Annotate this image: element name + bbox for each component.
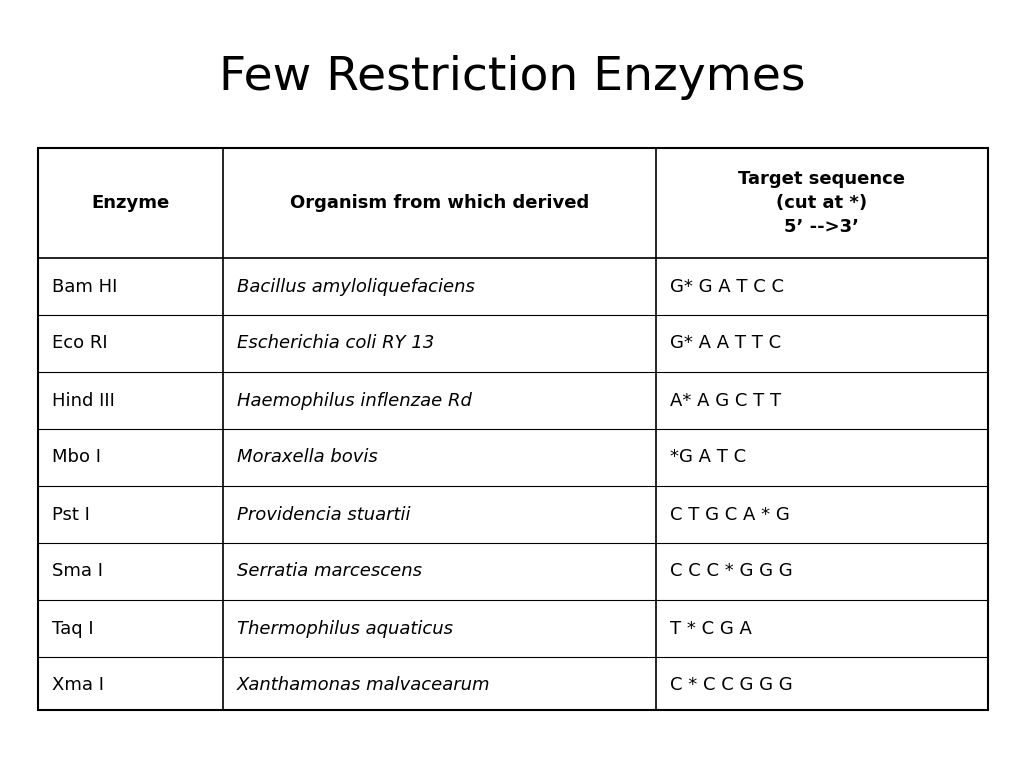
Text: Providencia stuartii: Providencia stuartii: [238, 505, 411, 524]
Text: Xma I: Xma I: [52, 677, 104, 694]
Text: Serratia marcescens: Serratia marcescens: [238, 562, 422, 581]
Text: Thermophilus aquaticus: Thermophilus aquaticus: [238, 620, 454, 637]
Text: Bam HI: Bam HI: [52, 277, 118, 296]
Text: Enzyme: Enzyme: [91, 194, 170, 212]
Text: Moraxella bovis: Moraxella bovis: [238, 449, 378, 466]
Text: T * C G A: T * C G A: [670, 620, 752, 637]
Text: Eco RI: Eco RI: [52, 335, 108, 353]
Text: Xanthamonas malvacearum: Xanthamonas malvacearum: [238, 677, 490, 694]
Text: *G A T C: *G A T C: [670, 449, 745, 466]
Text: C C C * G G G: C C C * G G G: [670, 562, 793, 581]
Text: Mbo I: Mbo I: [52, 449, 101, 466]
Text: G* A A T T C: G* A A T T C: [670, 335, 780, 353]
Text: Pst I: Pst I: [52, 505, 90, 524]
Text: Haemophilus inflenzae Rd: Haemophilus inflenzae Rd: [238, 392, 472, 409]
Text: C * C C G G G: C * C C G G G: [670, 677, 793, 694]
Text: Escherichia coli RY 13: Escherichia coli RY 13: [238, 335, 434, 353]
Text: C T G C A * G: C T G C A * G: [670, 505, 790, 524]
Text: Target sequence
(cut at *)
5’ -->3’: Target sequence (cut at *) 5’ -->3’: [738, 170, 905, 236]
Text: A* A G C T T: A* A G C T T: [670, 392, 780, 409]
Text: Organism from which derived: Organism from which derived: [290, 194, 589, 212]
Text: G* G A T C C: G* G A T C C: [670, 277, 783, 296]
Text: Hind III: Hind III: [52, 392, 115, 409]
Text: Sma I: Sma I: [52, 562, 103, 581]
Text: Few Restriction Enzymes: Few Restriction Enzymes: [219, 55, 805, 100]
Text: Taq I: Taq I: [52, 620, 93, 637]
Text: Bacillus amyloliquefaciens: Bacillus amyloliquefaciens: [238, 277, 475, 296]
Bar: [38, 148, 988, 710]
